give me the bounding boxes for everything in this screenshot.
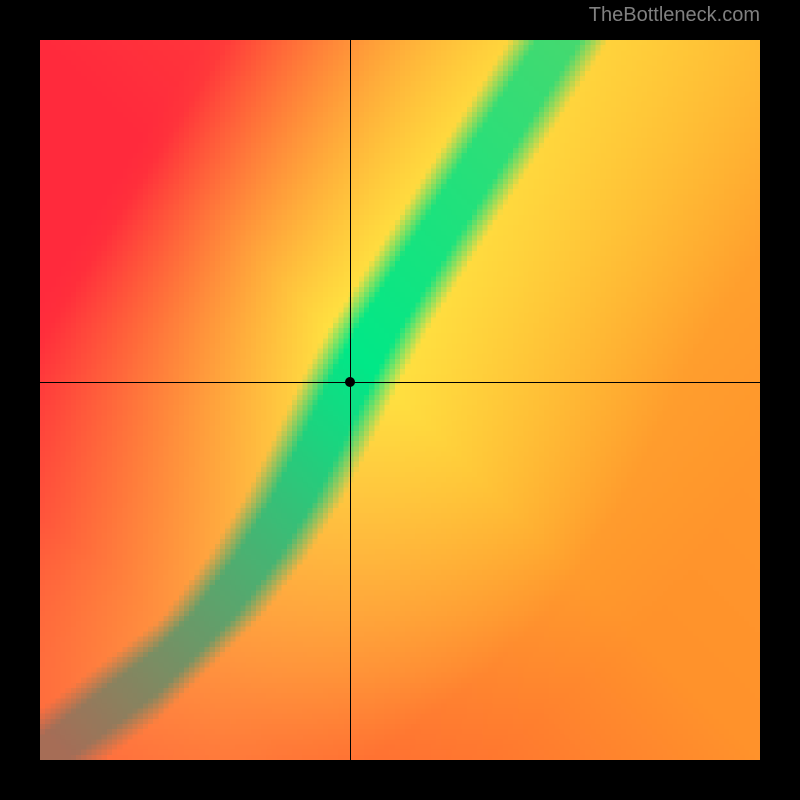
crosshair-marker [345, 377, 355, 387]
heatmap-canvas [40, 40, 760, 760]
crosshair-vertical [350, 40, 351, 760]
bottleneck-heatmap [40, 40, 760, 760]
crosshair-horizontal [40, 382, 760, 383]
watermark-text: TheBottleneck.com [589, 4, 760, 27]
